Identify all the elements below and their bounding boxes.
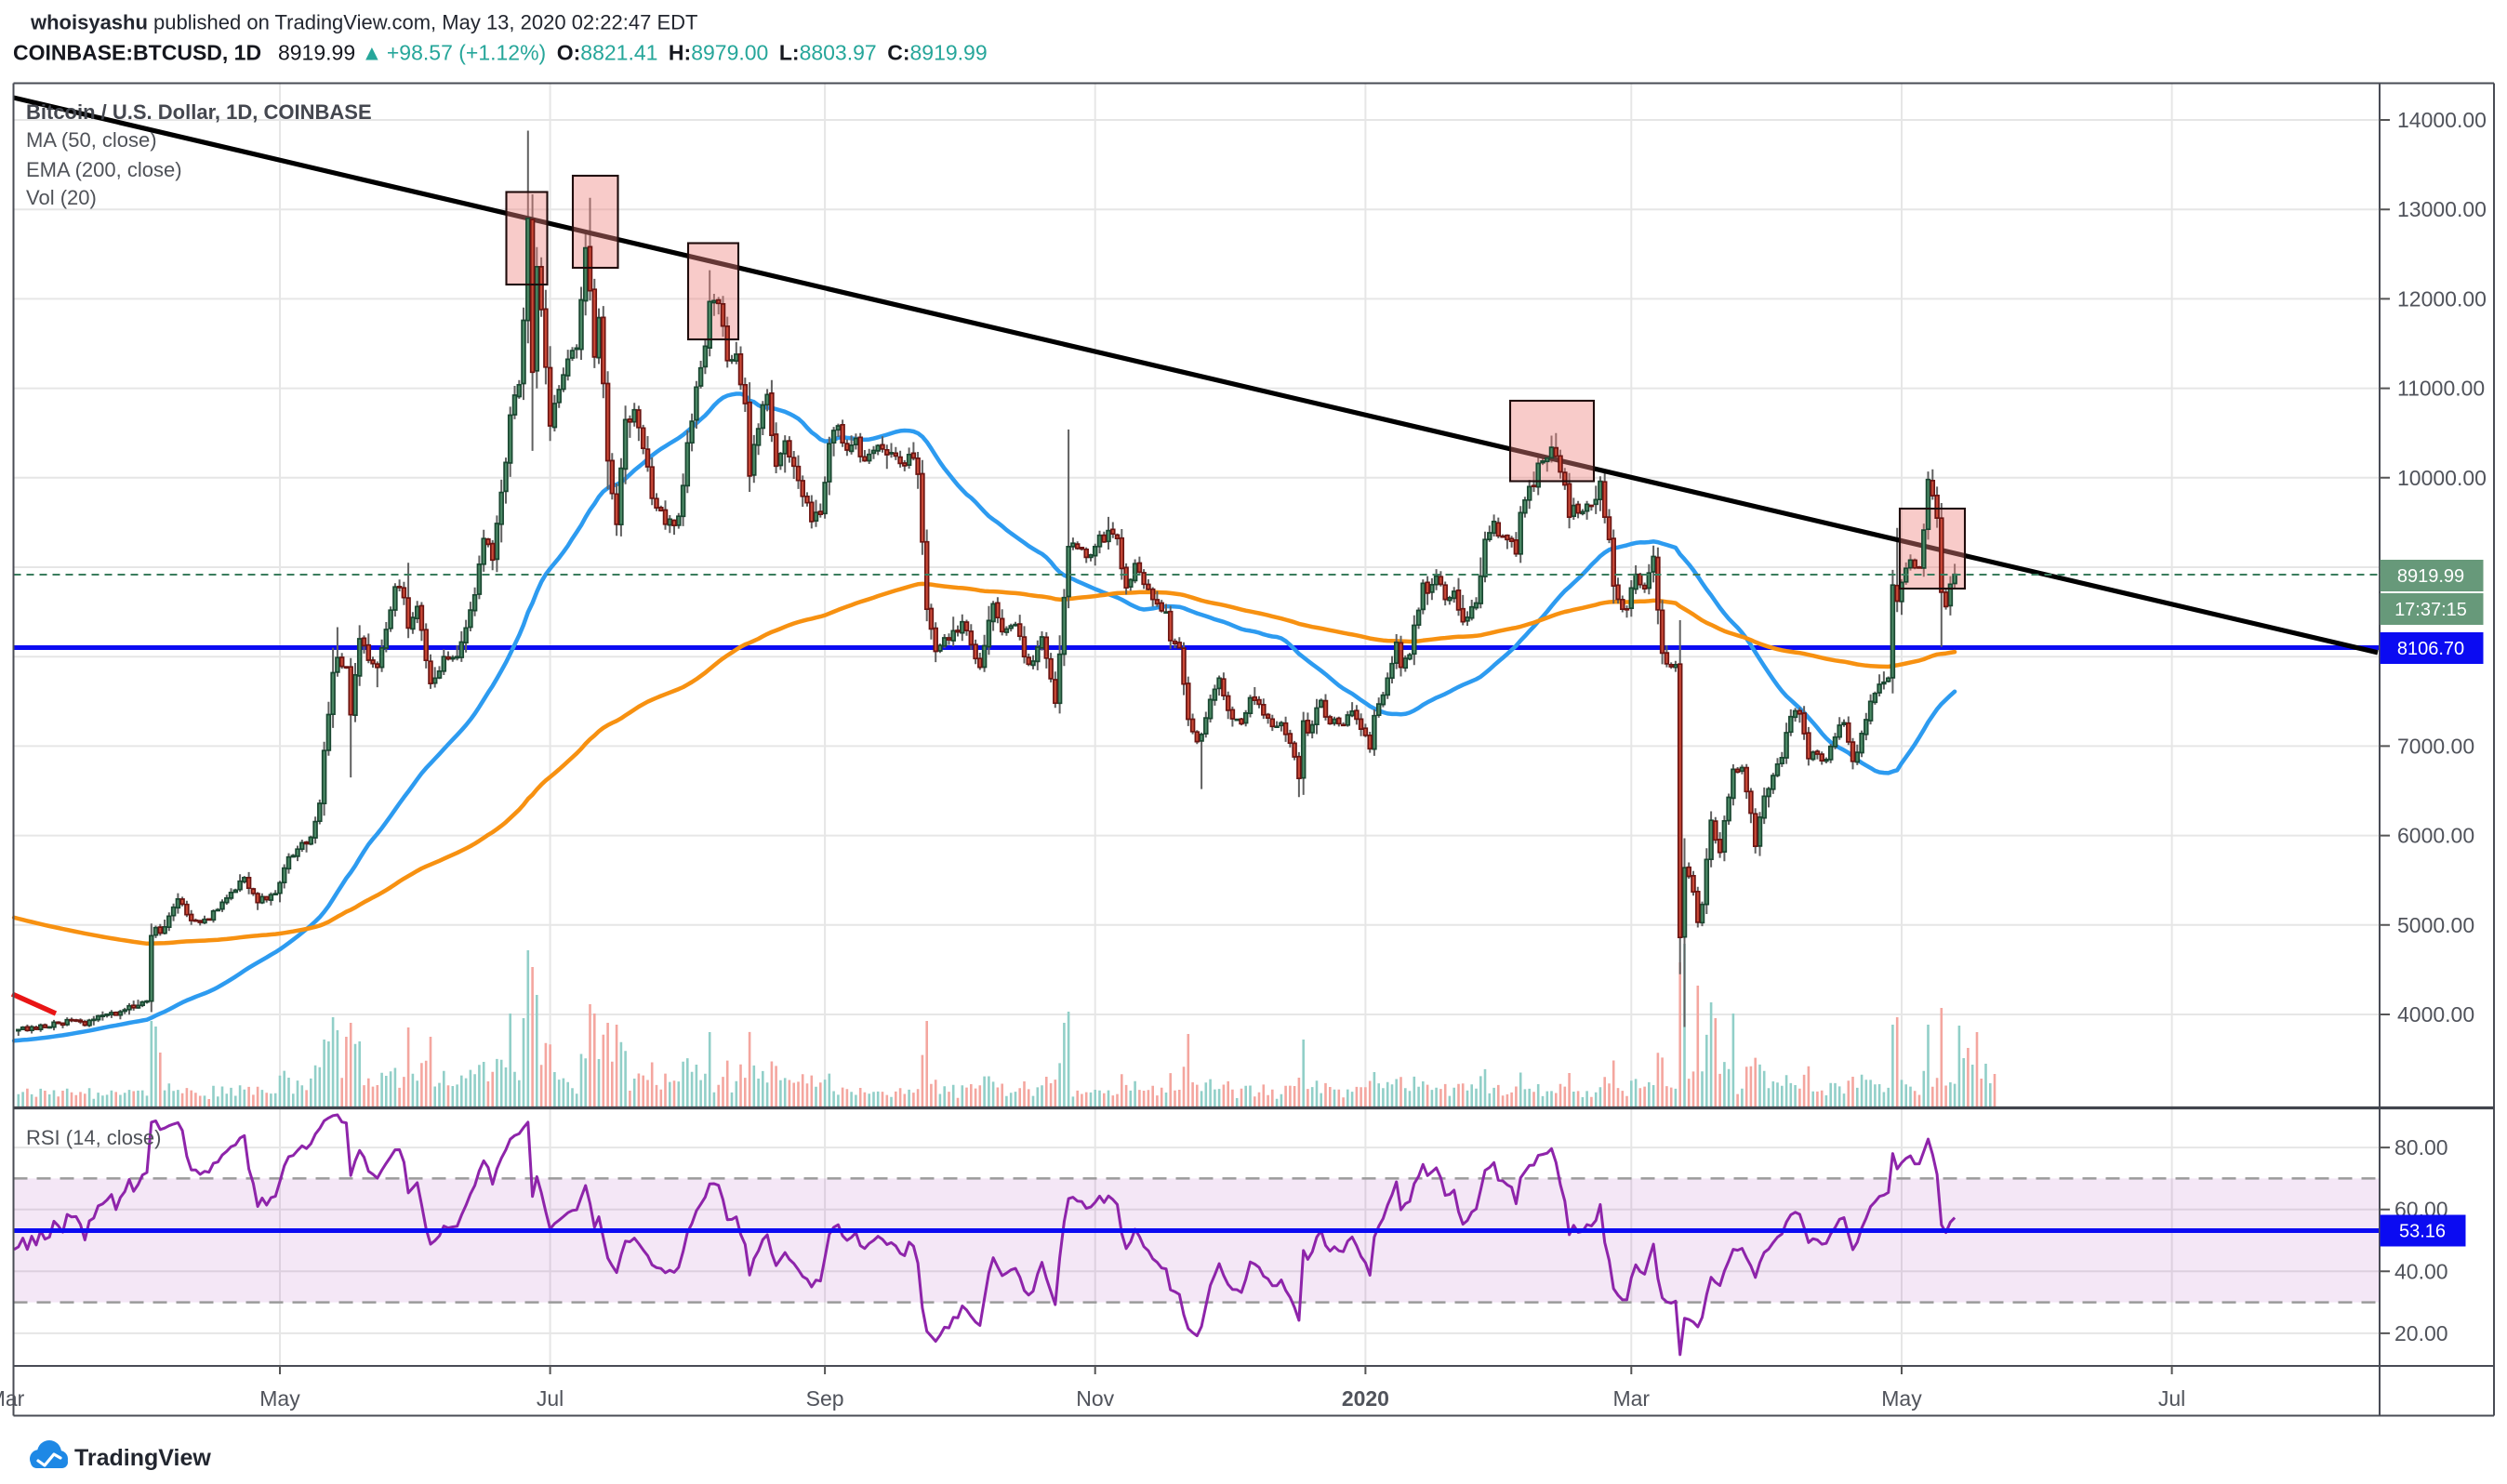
svg-text:53.16: 53.16 bbox=[2399, 1222, 2446, 1242]
svg-text:TradingView: TradingView bbox=[74, 1445, 211, 1471]
svg-text:Sep: Sep bbox=[806, 1386, 844, 1411]
svg-text:Jul: Jul bbox=[2158, 1386, 2185, 1411]
svg-text:4000.00: 4000.00 bbox=[2397, 1002, 2474, 1027]
svg-text:May: May bbox=[1881, 1386, 1922, 1411]
svg-text:2020: 2020 bbox=[1342, 1386, 1389, 1411]
svg-text:Mar: Mar bbox=[0, 1386, 25, 1411]
svg-text:8106.70: 8106.70 bbox=[2397, 639, 2464, 659]
svg-text:20.00: 20.00 bbox=[2394, 1321, 2448, 1345]
svg-text:8919.99: 8919.99 bbox=[2397, 566, 2464, 587]
svg-text:11000.00: 11000.00 bbox=[2397, 377, 2485, 401]
svg-text:13000.00: 13000.00 bbox=[2397, 197, 2487, 221]
svg-text:COINBASE:BTCUSD, 1D 8919.99 ▲: COINBASE:BTCUSD, 1D 8919.99 ▲ +98.57 (+1… bbox=[13, 41, 988, 65]
svg-text:40.00: 40.00 bbox=[2394, 1259, 2448, 1283]
svg-text:6000.00: 6000.00 bbox=[2397, 824, 2474, 848]
svg-text:80.00: 80.00 bbox=[2394, 1135, 2448, 1159]
svg-text:Mar: Mar bbox=[1612, 1386, 1650, 1411]
svg-text:EMA (200, close): EMA (200, close) bbox=[26, 158, 182, 181]
svg-text:Nov: Nov bbox=[1076, 1386, 1114, 1411]
svg-text:RSI (14, close): RSI (14, close) bbox=[26, 1126, 162, 1149]
svg-text:whoisyashu published on Tradin: whoisyashu published on TradingView.com,… bbox=[30, 11, 697, 34]
svg-text:MA (50, close): MA (50, close) bbox=[26, 128, 157, 152]
svg-text:17:37:15: 17:37:15 bbox=[2394, 600, 2467, 620]
svg-text:May: May bbox=[259, 1386, 300, 1411]
svg-text:5000.00: 5000.00 bbox=[2397, 913, 2474, 937]
svg-text:12000.00: 12000.00 bbox=[2397, 286, 2487, 311]
svg-text:Bitcoin / U.S. Dollar, 1D, COI: Bitcoin / U.S. Dollar, 1D, COINBASE bbox=[26, 100, 372, 124]
svg-text:10000.00: 10000.00 bbox=[2397, 466, 2487, 490]
svg-text:Jul: Jul bbox=[537, 1386, 564, 1411]
svg-text:7000.00: 7000.00 bbox=[2397, 734, 2474, 758]
svg-text:Vol (20): Vol (20) bbox=[26, 186, 97, 209]
svg-text:14000.00: 14000.00 bbox=[2397, 108, 2487, 132]
